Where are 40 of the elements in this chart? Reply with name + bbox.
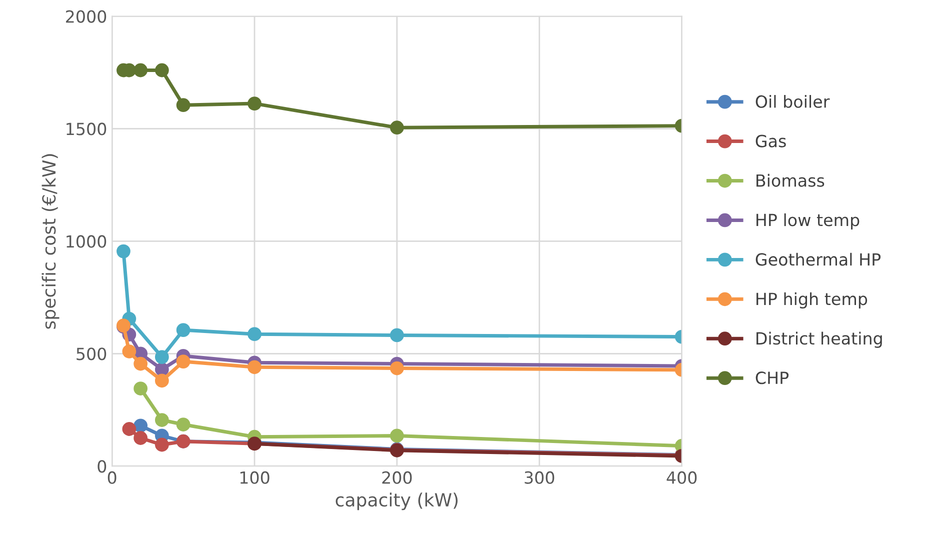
x-tick-label: 300	[524, 471, 554, 484]
y-axis-title: specific cost (€/kW)	[42, 154, 60, 329]
point	[248, 360, 262, 374]
legend-label: CHP	[756, 372, 789, 384]
x-axis-title: capacity (kW)	[336, 492, 458, 510]
point	[122, 344, 136, 358]
legend-label: HP low temp	[756, 213, 860, 230]
point	[176, 354, 190, 368]
y-tick-label: 0	[98, 460, 106, 473]
point	[248, 327, 262, 342]
point	[154, 438, 169, 452]
legend-label: HP high temp	[756, 292, 868, 308]
y-tick-label: 1500	[66, 122, 106, 136]
point	[134, 382, 148, 396]
legend-label: Geothermal HP	[756, 252, 881, 266]
x-tick-label: 0	[108, 471, 116, 484]
point	[122, 422, 136, 436]
point	[176, 323, 190, 337]
point	[134, 431, 148, 445]
legend-label: Gas	[756, 134, 786, 148]
point	[154, 374, 169, 388]
x-tick-label: 100	[240, 471, 270, 484]
point	[154, 413, 169, 427]
y-tick-label: 500	[76, 348, 106, 360]
point	[248, 96, 262, 110]
point	[154, 63, 169, 78]
point	[134, 356, 148, 371]
legend-label: Oil boiler	[756, 95, 830, 108]
point	[176, 418, 190, 432]
y-tick-label: 1000	[66, 235, 106, 248]
point	[154, 350, 169, 364]
point	[176, 98, 190, 112]
point	[116, 244, 130, 258]
legend-label: District heating	[756, 332, 882, 348]
y-tick-label: 2000	[66, 10, 106, 23]
x-tick-label: 400	[666, 471, 697, 484]
point	[134, 418, 148, 433]
point	[134, 63, 148, 78]
x-tick-label: 200	[382, 471, 412, 484]
legend-label: Biomass	[756, 174, 824, 187]
